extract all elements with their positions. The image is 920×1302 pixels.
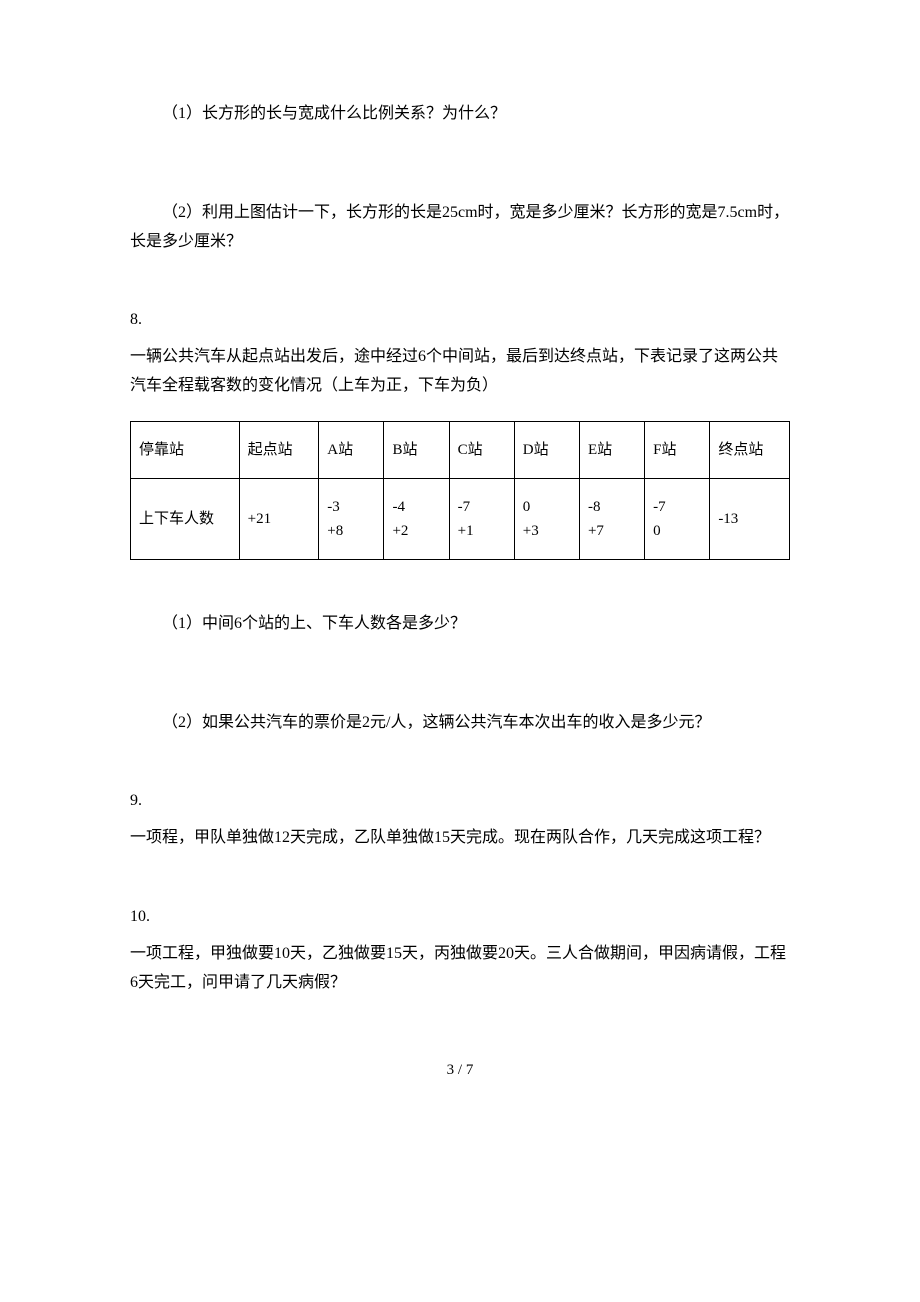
- table-header-cell: E站: [579, 421, 644, 478]
- question-7-part-1: （1）长方形的长与宽成什么比例关系？为什么？: [130, 100, 790, 129]
- table-header-cell: 起点站: [239, 421, 319, 478]
- table-header-cell: D站: [514, 421, 579, 478]
- question-10-text: 一项工程，甲独做要10天，乙独做要15天，丙独做要20天。三人合做期间，甲因病请…: [130, 940, 790, 998]
- question-8-number: 8.: [130, 306, 790, 335]
- table-header-row: 停靠站 起点站 A站 B站 C站 D站 E站 F站 终点站: [131, 421, 790, 478]
- table-cell-a: -3+8: [319, 478, 384, 559]
- question-8-text: 一辆公共汽车从起点站出发后，途中经过6个中间站，最后到达终点站，下表记录了这两公…: [130, 343, 790, 401]
- page-number: 3 / 7: [130, 1057, 790, 1084]
- table-cell-c: -7+1: [449, 478, 514, 559]
- question-10-number: 10.: [130, 903, 790, 932]
- question-8-part-2: （2）如果公共汽车的票价是2元/人，这辆公共汽车本次出车的收入是多少元？: [130, 709, 790, 738]
- table-cell-d: 0+3: [514, 478, 579, 559]
- table-cell-start: +21: [239, 478, 319, 559]
- table-cell-end: -13: [710, 478, 790, 559]
- table-header-cell: A站: [319, 421, 384, 478]
- table-header-cell: C站: [449, 421, 514, 478]
- bus-table: 停靠站 起点站 A站 B站 C站 D站 E站 F站 终点站 上下车人数 +21 …: [130, 421, 790, 560]
- table-cell-b: -4+2: [384, 478, 449, 559]
- table-data-row: 上下车人数 +21 -3+8 -4+2 -7+1 0+3 -8+7 -70 -1…: [131, 478, 790, 559]
- table-header-cell: B站: [384, 421, 449, 478]
- table-cell-e: -8+7: [579, 478, 644, 559]
- table-header-cell: 终点站: [710, 421, 790, 478]
- question-9-text: 一项程，甲队单独做12天完成，乙队单独做15天完成。现在两队合作，几天完成这项工…: [130, 824, 790, 853]
- question-9-number: 9.: [130, 787, 790, 816]
- question-8-part-1: （1）中间6个站的上、下车人数各是多少？: [130, 610, 790, 639]
- question-7-part-2: （2）利用上图估计一下，长方形的长是25cm时，宽是多少厘米？长方形的宽是7.5…: [130, 199, 790, 257]
- table-header-cell: F站: [645, 421, 710, 478]
- table-cell-f: -70: [645, 478, 710, 559]
- table-header-cell: 停靠站: [131, 421, 240, 478]
- table-row-label: 上下车人数: [131, 478, 240, 559]
